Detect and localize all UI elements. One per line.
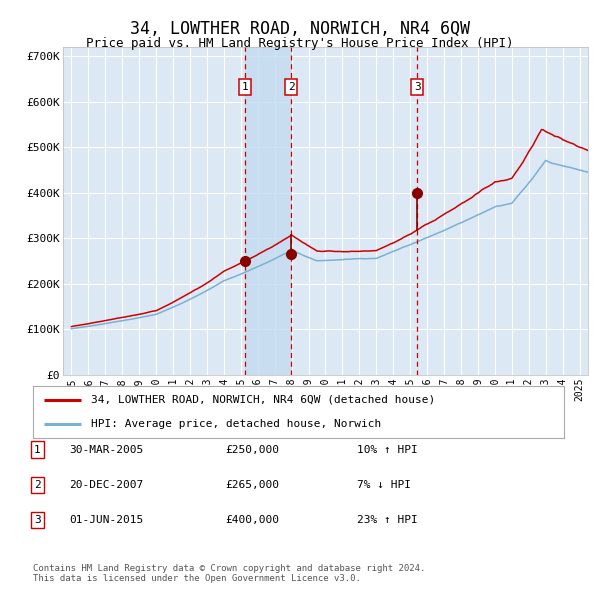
Text: 34, LOWTHER ROAD, NORWICH, NR4 6QW (detached house): 34, LOWTHER ROAD, NORWICH, NR4 6QW (deta…: [91, 395, 436, 405]
Text: HPI: Average price, detached house, Norwich: HPI: Average price, detached house, Norw…: [91, 419, 382, 429]
Text: 1: 1: [242, 82, 248, 92]
Text: Contains HM Land Registry data © Crown copyright and database right 2024.
This d: Contains HM Land Registry data © Crown c…: [33, 563, 425, 583]
Text: 20-DEC-2007: 20-DEC-2007: [69, 480, 143, 490]
Text: 23% ↑ HPI: 23% ↑ HPI: [357, 516, 418, 525]
Text: 01-JUN-2015: 01-JUN-2015: [69, 516, 143, 525]
Text: 3: 3: [414, 82, 421, 92]
Text: 1: 1: [34, 445, 41, 454]
Text: 30-MAR-2005: 30-MAR-2005: [69, 445, 143, 454]
Text: 10% ↑ HPI: 10% ↑ HPI: [357, 445, 418, 454]
Text: 34, LOWTHER ROAD, NORWICH, NR4 6QW: 34, LOWTHER ROAD, NORWICH, NR4 6QW: [130, 20, 470, 38]
Text: 2: 2: [34, 480, 41, 490]
Text: £250,000: £250,000: [225, 445, 279, 454]
Text: £265,000: £265,000: [225, 480, 279, 490]
Text: 2: 2: [288, 82, 295, 92]
Text: Price paid vs. HM Land Registry's House Price Index (HPI): Price paid vs. HM Land Registry's House …: [86, 37, 514, 50]
Bar: [245, 47, 291, 375]
Text: £400,000: £400,000: [225, 516, 279, 525]
Text: 3: 3: [34, 516, 41, 525]
Text: 7% ↓ HPI: 7% ↓ HPI: [357, 480, 411, 490]
